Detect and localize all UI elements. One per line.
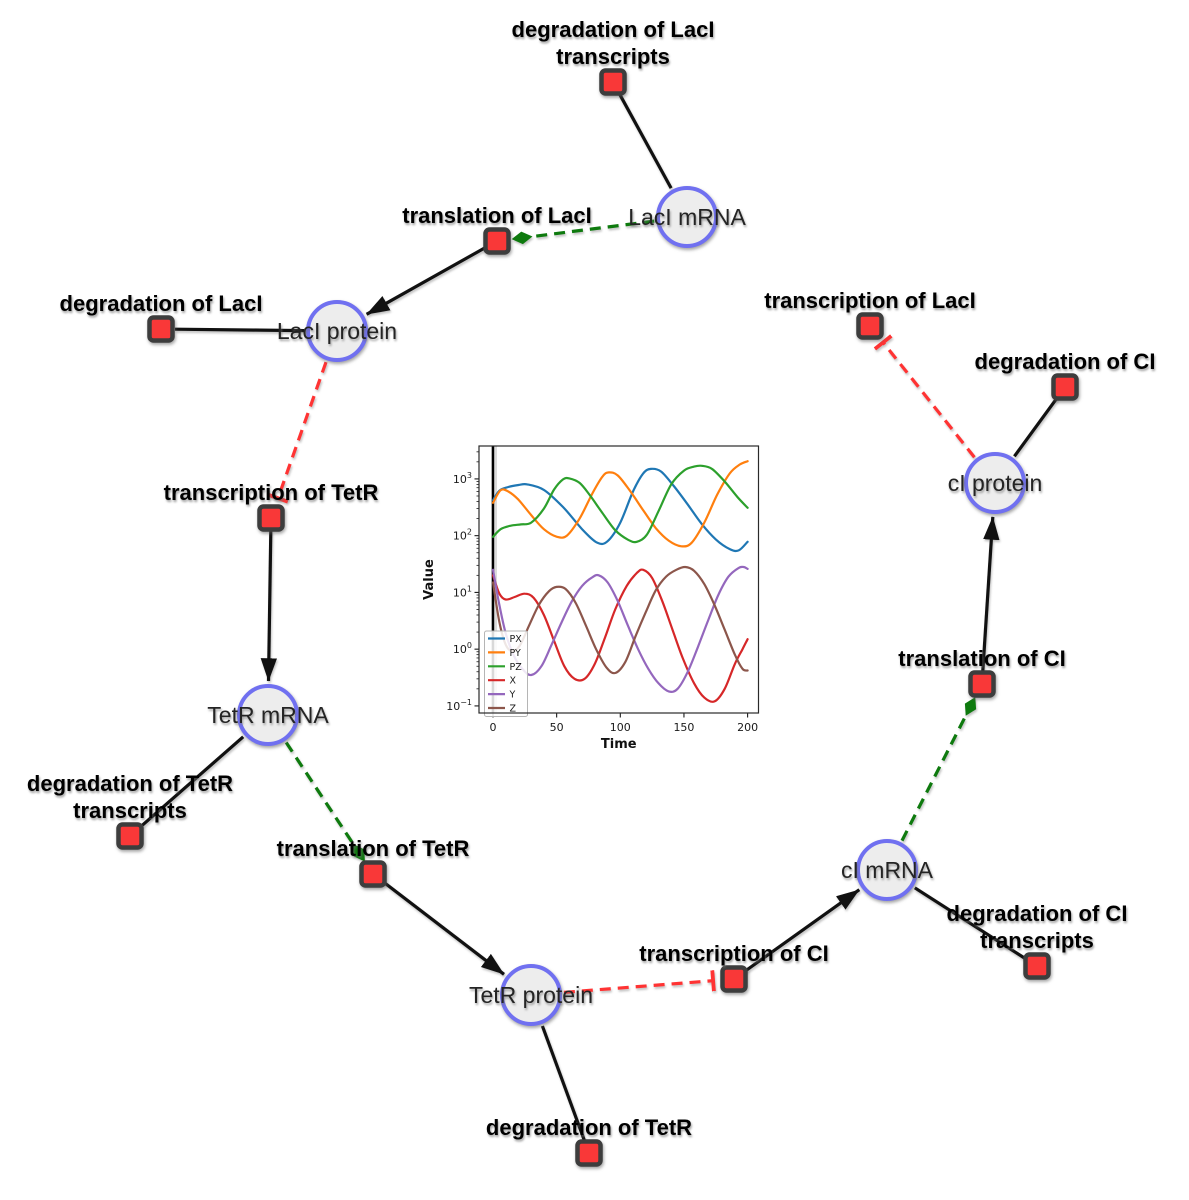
edges-layer — [139, 93, 1059, 1141]
edge-inhibition-lacI_protein-to-transcription_tetR — [267, 361, 328, 504]
edge-modifier-lacI_mRNA-to-translation_lacI — [511, 219, 655, 245]
reaction-label-deg_tetR-line0: degradation of TetR — [486, 1115, 692, 1140]
reaction-label-translation_cI-line0: translation of CI — [898, 646, 1065, 671]
species-label-tetR_mRNA: TetR mRNA — [207, 702, 329, 728]
reaction-node-deg_lacI — [147, 315, 175, 343]
reaction-node-translation_cI — [968, 670, 996, 698]
reaction-label-deg_tetR_transcripts-line1: transcripts — [73, 798, 187, 823]
reaction-label-deg_tetR_transcripts-line0: degradation of TetR — [27, 771, 233, 796]
species-node-lacI_mRNA — [656, 186, 718, 248]
edge-modifier-tetR_mRNA-to-translation_tetR — [284, 741, 366, 862]
reaction-label-translation_tetR-line0: translation of TetR — [277, 836, 470, 861]
species-label-lacI_protein: LacI protein — [277, 318, 397, 344]
reaction-node-deg_tetR — [575, 1139, 603, 1167]
reaction-node-translation_tetR — [359, 860, 387, 888]
reaction-node-translation_lacI — [483, 227, 511, 255]
reaction-node-deg_cI — [1051, 373, 1079, 401]
edge-consumption-lacI_protein-to-deg_lacI — [174, 327, 305, 333]
reaction-label-transcription_lacI-line0: transcription of LacI — [764, 288, 975, 313]
edge-inhibition-cI_protein-to-transcription_lacI — [873, 334, 976, 459]
species-node-cI_protein — [964, 452, 1026, 514]
reaction-label-deg_lacI_transcripts-line0: degradation of LacI — [512, 17, 715, 42]
edge-consumption-cI_mRNA-to-deg_cI_transcripts — [913, 886, 1027, 960]
reaction-label-deg_cI-line0: degradation of CI — [975, 349, 1156, 374]
labels-layer: LacI mRNA LacI protein TetR mRNA TetR prote… — [27, 17, 1156, 1140]
reaction-node-transcription_lacI — [856, 312, 884, 340]
species-node-tetR_protein — [500, 964, 562, 1026]
edge-consumption-tetR_protein-to-deg_tetR — [540, 1025, 586, 1141]
reaction-node-transcription_cI — [720, 965, 748, 993]
species-node-lacI_protein — [306, 300, 368, 362]
reaction-node-deg_lacI_transcripts — [599, 68, 627, 96]
reaction-label-deg_cI_transcripts-line0: degradation of CI — [947, 901, 1128, 926]
reaction-label-transcription_cI-line0: transcription of CI — [639, 941, 828, 966]
reaction-node-deg_cI_transcripts — [1023, 952, 1051, 980]
edge-modifier-cI_mRNA-to-translation_cI — [900, 697, 977, 842]
edge-production-transcription_tetR-to-tetR_mRNA — [260, 530, 278, 682]
edge-consumption-lacI_mRNA-to-deg_lacI_transcripts — [618, 93, 673, 189]
species-label-lacI_mRNA: LacI mRNA — [628, 204, 746, 230]
edge-production-translation_lacI-to-lacI_protein — [365, 246, 487, 316]
edge-consumption-tetR_mRNA-to-deg_tetR_transcripts — [139, 735, 245, 829]
edge-production-translation_tetR-to-tetR_protein — [382, 880, 505, 976]
species-label-tetR_protein: TetR protein — [469, 982, 593, 1008]
edge-consumption-cI_protein-to-deg_cI — [1013, 397, 1059, 458]
edge-production-translation_cI-to-cI_protein — [981, 516, 1000, 672]
species-node-cI_mRNA — [856, 839, 918, 901]
species-node-tetR_mRNA — [237, 684, 299, 746]
reaction-label-deg_lacI_transcripts-line1: transcripts — [556, 44, 670, 69]
species-label-cI_mRNA: cI mRNA — [841, 857, 934, 883]
edge-inhibition-tetR_protein-to-transcription_cI — [563, 970, 716, 994]
reaction-node-transcription_tetR — [257, 504, 285, 532]
reaction-label-transcription_tetR-line0: transcription of TetR — [164, 480, 379, 505]
reaction-label-translation_lacI-line0: translation of LacI — [402, 203, 591, 228]
reaction-label-deg_lacI-line0: degradation of LacI — [60, 291, 263, 316]
reaction-label-deg_cI_transcripts-line1: transcripts — [980, 928, 1094, 953]
edge-production-transcription_cI-to-cI_mRNA — [743, 888, 861, 973]
species-label-cI_protein: cI protein — [948, 470, 1043, 496]
nodes-layer — [116, 68, 1079, 1167]
reaction-node-deg_tetR_transcripts — [116, 822, 144, 850]
